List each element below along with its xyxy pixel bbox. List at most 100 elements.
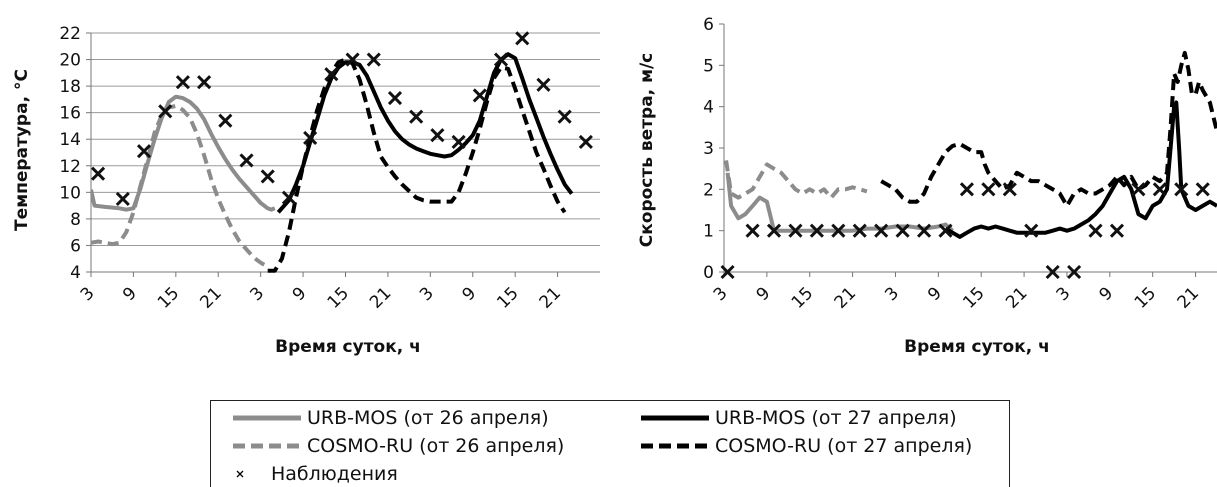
observation-marker (158, 104, 173, 119)
legend-swatch-observations (236, 470, 244, 478)
x-tick-label: 15 (493, 283, 522, 312)
x-tick-label: 9 (119, 283, 141, 305)
series-line-urb-mos-27 (276, 52, 574, 214)
x-tick-label: 21 (196, 283, 225, 312)
observation-marker (981, 182, 996, 197)
observation-marker (874, 223, 889, 238)
observation-marker (536, 77, 551, 92)
observation-marker (451, 134, 466, 149)
observation-marker (409, 109, 424, 124)
observation-marker (136, 144, 152, 159)
y-tick-label: 8 (70, 210, 81, 230)
series-line-cosmo-ru-27 (880, 50, 1217, 208)
observation-marker (91, 166, 106, 181)
observation-marker (1067, 264, 1082, 280)
x-tick-label: 3 (246, 283, 268, 305)
x-tick-label: 15 (959, 283, 988, 312)
observation-marker (831, 223, 846, 238)
observation-marker (788, 223, 803, 238)
legend-label: COSMO-RU (от 26 апреля) (307, 435, 565, 457)
observation-marker (557, 109, 572, 124)
observation-marker (239, 153, 254, 168)
x-tick-label: 3 (1053, 283, 1075, 305)
legend-label: URB-MOS (от 27 апреля) (715, 407, 957, 429)
series-line-cosmo-ru-27 (267, 57, 567, 273)
x-axis-label: Время суток, ч (904, 337, 1050, 357)
observation-marker (1024, 223, 1039, 238)
observation-marker (515, 31, 530, 46)
observation-marker (766, 223, 782, 238)
y-axis-label: Температура, °C (12, 69, 32, 231)
y-tick-label: 0 (703, 263, 714, 283)
x-axis-label: Время суток, ч (275, 337, 421, 357)
observation-marker (430, 128, 445, 143)
x-tick-label: 9 (458, 283, 480, 305)
legend-swatch-cosmo-26 (233, 443, 301, 449)
observation-marker (345, 52, 360, 67)
x-tick-label: 3 (881, 283, 903, 305)
observation-marker (472, 88, 487, 103)
legend-item-urb-27: URB-MOS (от 27 апреля) (639, 405, 957, 431)
wind-speed-chart: Скорость ветра, м/с Время суток, ч 0 1 2 3 4… (637, 15, 1217, 357)
x-tick-label: 9 (753, 283, 775, 305)
observation-marker (493, 52, 509, 67)
x-tick-label: 21 (1002, 283, 1031, 312)
x-tick-label: 3 (416, 283, 438, 305)
y-tick-label: 18 (59, 77, 81, 97)
observation-marker (809, 223, 824, 238)
observation-marker (959, 182, 974, 197)
legend-item-urb-26: URB-MOS (от 26 апреля) (231, 405, 549, 431)
observation-marker (197, 75, 212, 90)
legend: URB-MOS (от 26 апреля) URB-MOS (от 27 ап… (210, 400, 1010, 487)
observation-marker (303, 130, 318, 145)
observation-marker (115, 191, 130, 207)
y-tick-label: 6 (70, 236, 81, 256)
observation-marker (1109, 223, 1125, 238)
observation-marker (1152, 182, 1167, 197)
x-tick-label: 9 (924, 283, 946, 305)
y-tick-label: 5 (703, 56, 714, 76)
observation-marker (1195, 182, 1210, 197)
y-tick-label: 4 (70, 263, 81, 283)
y-tick-label: 20 (59, 51, 81, 71)
y-tick-label: 3 (703, 139, 714, 159)
series-line-urb-mos-27 (944, 100, 1217, 239)
observation-marker (175, 75, 190, 90)
y-tick-label: 16 (59, 104, 81, 124)
y-tick-label: 1 (703, 222, 714, 242)
legend-swatch-cosmo-27 (641, 443, 709, 449)
y-tick-label: 2 (703, 180, 714, 200)
x-tick-label: 21 (366, 283, 395, 312)
legend-item-cosmo-26: COSMO-RU (от 26 апреля) (231, 433, 564, 459)
observation-marker (387, 91, 403, 106)
observation-marker (1131, 182, 1146, 197)
observation-marker (281, 190, 297, 205)
legend-swatch-urb-26 (233, 415, 301, 421)
observation-marker (720, 264, 735, 280)
observation-marker (1174, 182, 1189, 197)
y-tick-label: 22 (59, 24, 81, 44)
observation-marker (916, 223, 932, 238)
y-tick-label: 6 (703, 15, 714, 35)
observation-marker (1002, 182, 1017, 197)
x-tick-label: 3 (710, 283, 732, 305)
observation-marker (260, 169, 275, 184)
series-line-cosmo-ru-26 (91, 104, 269, 269)
y-tick-label: 12 (59, 157, 81, 177)
x-tick-label: 15 (154, 283, 183, 312)
observation-marker (938, 223, 953, 238)
x-tick-label: 15 (788, 283, 817, 312)
x-tick-label: 9 (1096, 283, 1118, 305)
observation-marker (1088, 223, 1103, 238)
x-tick-label: 21 (831, 283, 860, 312)
x-tick-label: 21 (536, 283, 565, 312)
legend-swatch-urb-27 (641, 415, 709, 421)
legend-label: Наблюдения (271, 463, 398, 485)
y-tick-label: 10 (59, 183, 81, 203)
temperature-chart: Температура, °C Время суток, ч 4 6 8 10 12 14… (12, 24, 600, 357)
legend-label: COSMO-RU (от 27 апреля) (715, 435, 973, 457)
observation-marker (366, 52, 381, 67)
observation-marker (218, 113, 233, 128)
legend-label: URB-MOS (от 26 апреля) (307, 407, 549, 429)
observation-marker (895, 223, 910, 238)
